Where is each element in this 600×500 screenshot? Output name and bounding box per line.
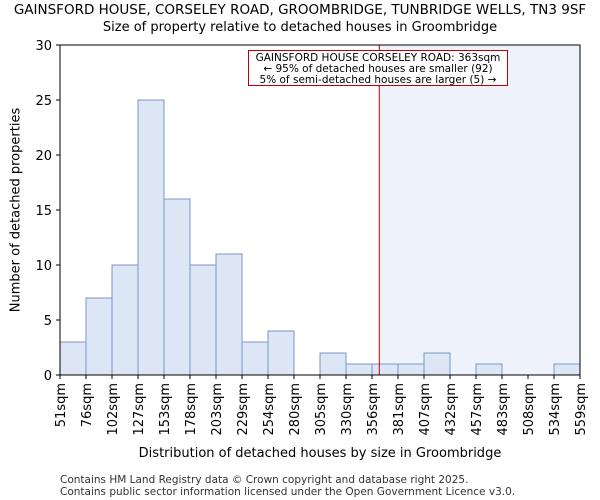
- x-tick-label: 51sqm: [54, 383, 69, 427]
- y-tick-label: 0: [44, 369, 52, 384]
- annotation-line1: GAINSFORD HOUSE CORSELEY ROAD: 363sqm: [255, 52, 501, 64]
- x-tick-label: 127sqm: [132, 383, 147, 436]
- x-tick-label: 330sqm: [340, 383, 355, 436]
- bar-305sqm: [319, 352, 347, 376]
- chart-title-line1: GAINSFORD HOUSE, CORSELEY ROAD, GROOMBRI…: [13, 2, 587, 18]
- x-tick-label: 76sqm: [80, 383, 95, 427]
- annotation-box: GAINSFORD HOUSE CORSELEY ROAD: 363sqm ← …: [248, 50, 508, 86]
- x-tick-label: 508sqm: [522, 383, 537, 436]
- x-tick-label: 534sqm: [548, 383, 563, 436]
- annotation-line2: ← 95% of detached houses are smaller (92…: [263, 63, 493, 75]
- bar-102sqm: [111, 264, 139, 376]
- bar-178sqm: [189, 264, 217, 376]
- bar-407sqm: [423, 352, 451, 376]
- x-tick-label: 407sqm: [418, 383, 433, 436]
- annotation-line3: 5% of semi-detached houses are larger (5…: [259, 74, 497, 86]
- bar-254sqm: [267, 330, 295, 376]
- x-tick-label: 305sqm: [314, 383, 329, 436]
- bars-group: [59, 99, 581, 376]
- x-tick-label: 280sqm: [288, 383, 303, 436]
- y-tick-label: 10: [35, 259, 52, 274]
- x-tick-label: 381sqm: [392, 383, 407, 436]
- chart-title-line2: Size of property relative to detached ho…: [102, 20, 498, 35]
- bar-457sqm: [475, 363, 503, 376]
- x-tick-label: 457sqm: [470, 383, 485, 436]
- y-tick-label: 20: [35, 149, 52, 164]
- x-tick-label: 356sqm: [366, 383, 381, 436]
- y-tick-label: 15: [35, 204, 52, 219]
- y-tick-label: 30: [35, 39, 52, 54]
- y-axis-label: Number of detached properties: [8, 107, 24, 313]
- y-tick-labels: 0 5 10 15 20 25 30: [35, 39, 60, 384]
- x-tick-label: 432sqm: [444, 383, 459, 436]
- x-tick-label: 229sqm: [236, 383, 251, 436]
- x-tick-label: 102sqm: [106, 383, 121, 436]
- y-tick-label: 5: [44, 314, 52, 329]
- x-tick-label: 203sqm: [210, 383, 225, 436]
- x-tick-label: 483sqm: [496, 383, 511, 436]
- bar-51sqm: [59, 341, 87, 376]
- footer-licence: Contains public sector information licen…: [60, 486, 516, 498]
- x-tick-label: 559sqm: [574, 383, 589, 436]
- bar-534sqm: [553, 363, 581, 376]
- bar-381sqm: [397, 363, 425, 376]
- bar-356sqm: [371, 363, 399, 376]
- bar-203sqm: [215, 253, 243, 376]
- x-tick-label: 178sqm: [184, 383, 199, 436]
- highlight-region: [379, 45, 580, 375]
- x-axis-label: Distribution of detached houses by size …: [138, 446, 502, 461]
- x-tick-labels: 51sqm 76sqm 102sqm 127sqm 153sqm 178sqm 203sqm…: [54, 375, 589, 436]
- y-tick-label: 25: [35, 94, 52, 109]
- bar-76sqm: [85, 297, 113, 376]
- bar-127sqm: [137, 99, 165, 376]
- bar-330sqm: [345, 363, 373, 376]
- x-tick-label: 254sqm: [262, 383, 277, 436]
- x-tick-label: 153sqm: [158, 383, 173, 436]
- footer-copyright: Contains HM Land Registry data © Crown c…: [60, 474, 469, 486]
- bar-229sqm: [241, 341, 269, 376]
- bar-153sqm: [163, 198, 191, 376]
